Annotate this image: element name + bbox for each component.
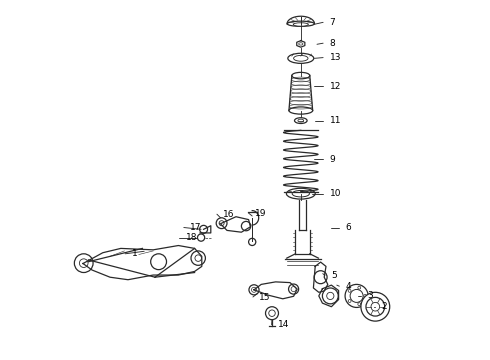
Ellipse shape xyxy=(286,188,315,199)
Ellipse shape xyxy=(294,23,308,26)
Text: 15: 15 xyxy=(259,292,271,302)
Circle shape xyxy=(216,218,227,229)
Text: 12: 12 xyxy=(330,82,341,91)
Circle shape xyxy=(248,238,256,246)
Circle shape xyxy=(345,284,368,307)
Circle shape xyxy=(361,292,390,321)
Circle shape xyxy=(74,254,93,273)
Text: 7: 7 xyxy=(330,18,335,27)
Text: 16: 16 xyxy=(223,210,235,219)
Text: 17: 17 xyxy=(190,223,202,232)
Circle shape xyxy=(289,284,298,294)
Text: 4: 4 xyxy=(346,282,351,291)
Ellipse shape xyxy=(294,118,307,123)
Circle shape xyxy=(249,285,259,295)
Ellipse shape xyxy=(289,107,313,114)
Text: 14: 14 xyxy=(278,320,290,329)
Circle shape xyxy=(266,307,278,320)
Circle shape xyxy=(242,221,251,231)
Ellipse shape xyxy=(288,53,314,63)
Text: 8: 8 xyxy=(330,39,335,48)
Text: 3: 3 xyxy=(368,292,373,300)
Text: 6: 6 xyxy=(346,223,351,232)
Ellipse shape xyxy=(292,72,310,79)
Text: 5: 5 xyxy=(331,271,337,280)
Text: 9: 9 xyxy=(330,154,335,163)
Text: 10: 10 xyxy=(330,189,341,198)
Circle shape xyxy=(151,254,167,270)
Text: 19: 19 xyxy=(255,209,267,217)
Circle shape xyxy=(191,251,205,265)
Text: 11: 11 xyxy=(330,116,341,125)
Text: 2: 2 xyxy=(382,302,388,311)
Text: 1: 1 xyxy=(132,249,137,258)
Text: 13: 13 xyxy=(330,53,341,62)
Text: 18: 18 xyxy=(186,233,197,242)
Circle shape xyxy=(322,288,338,304)
